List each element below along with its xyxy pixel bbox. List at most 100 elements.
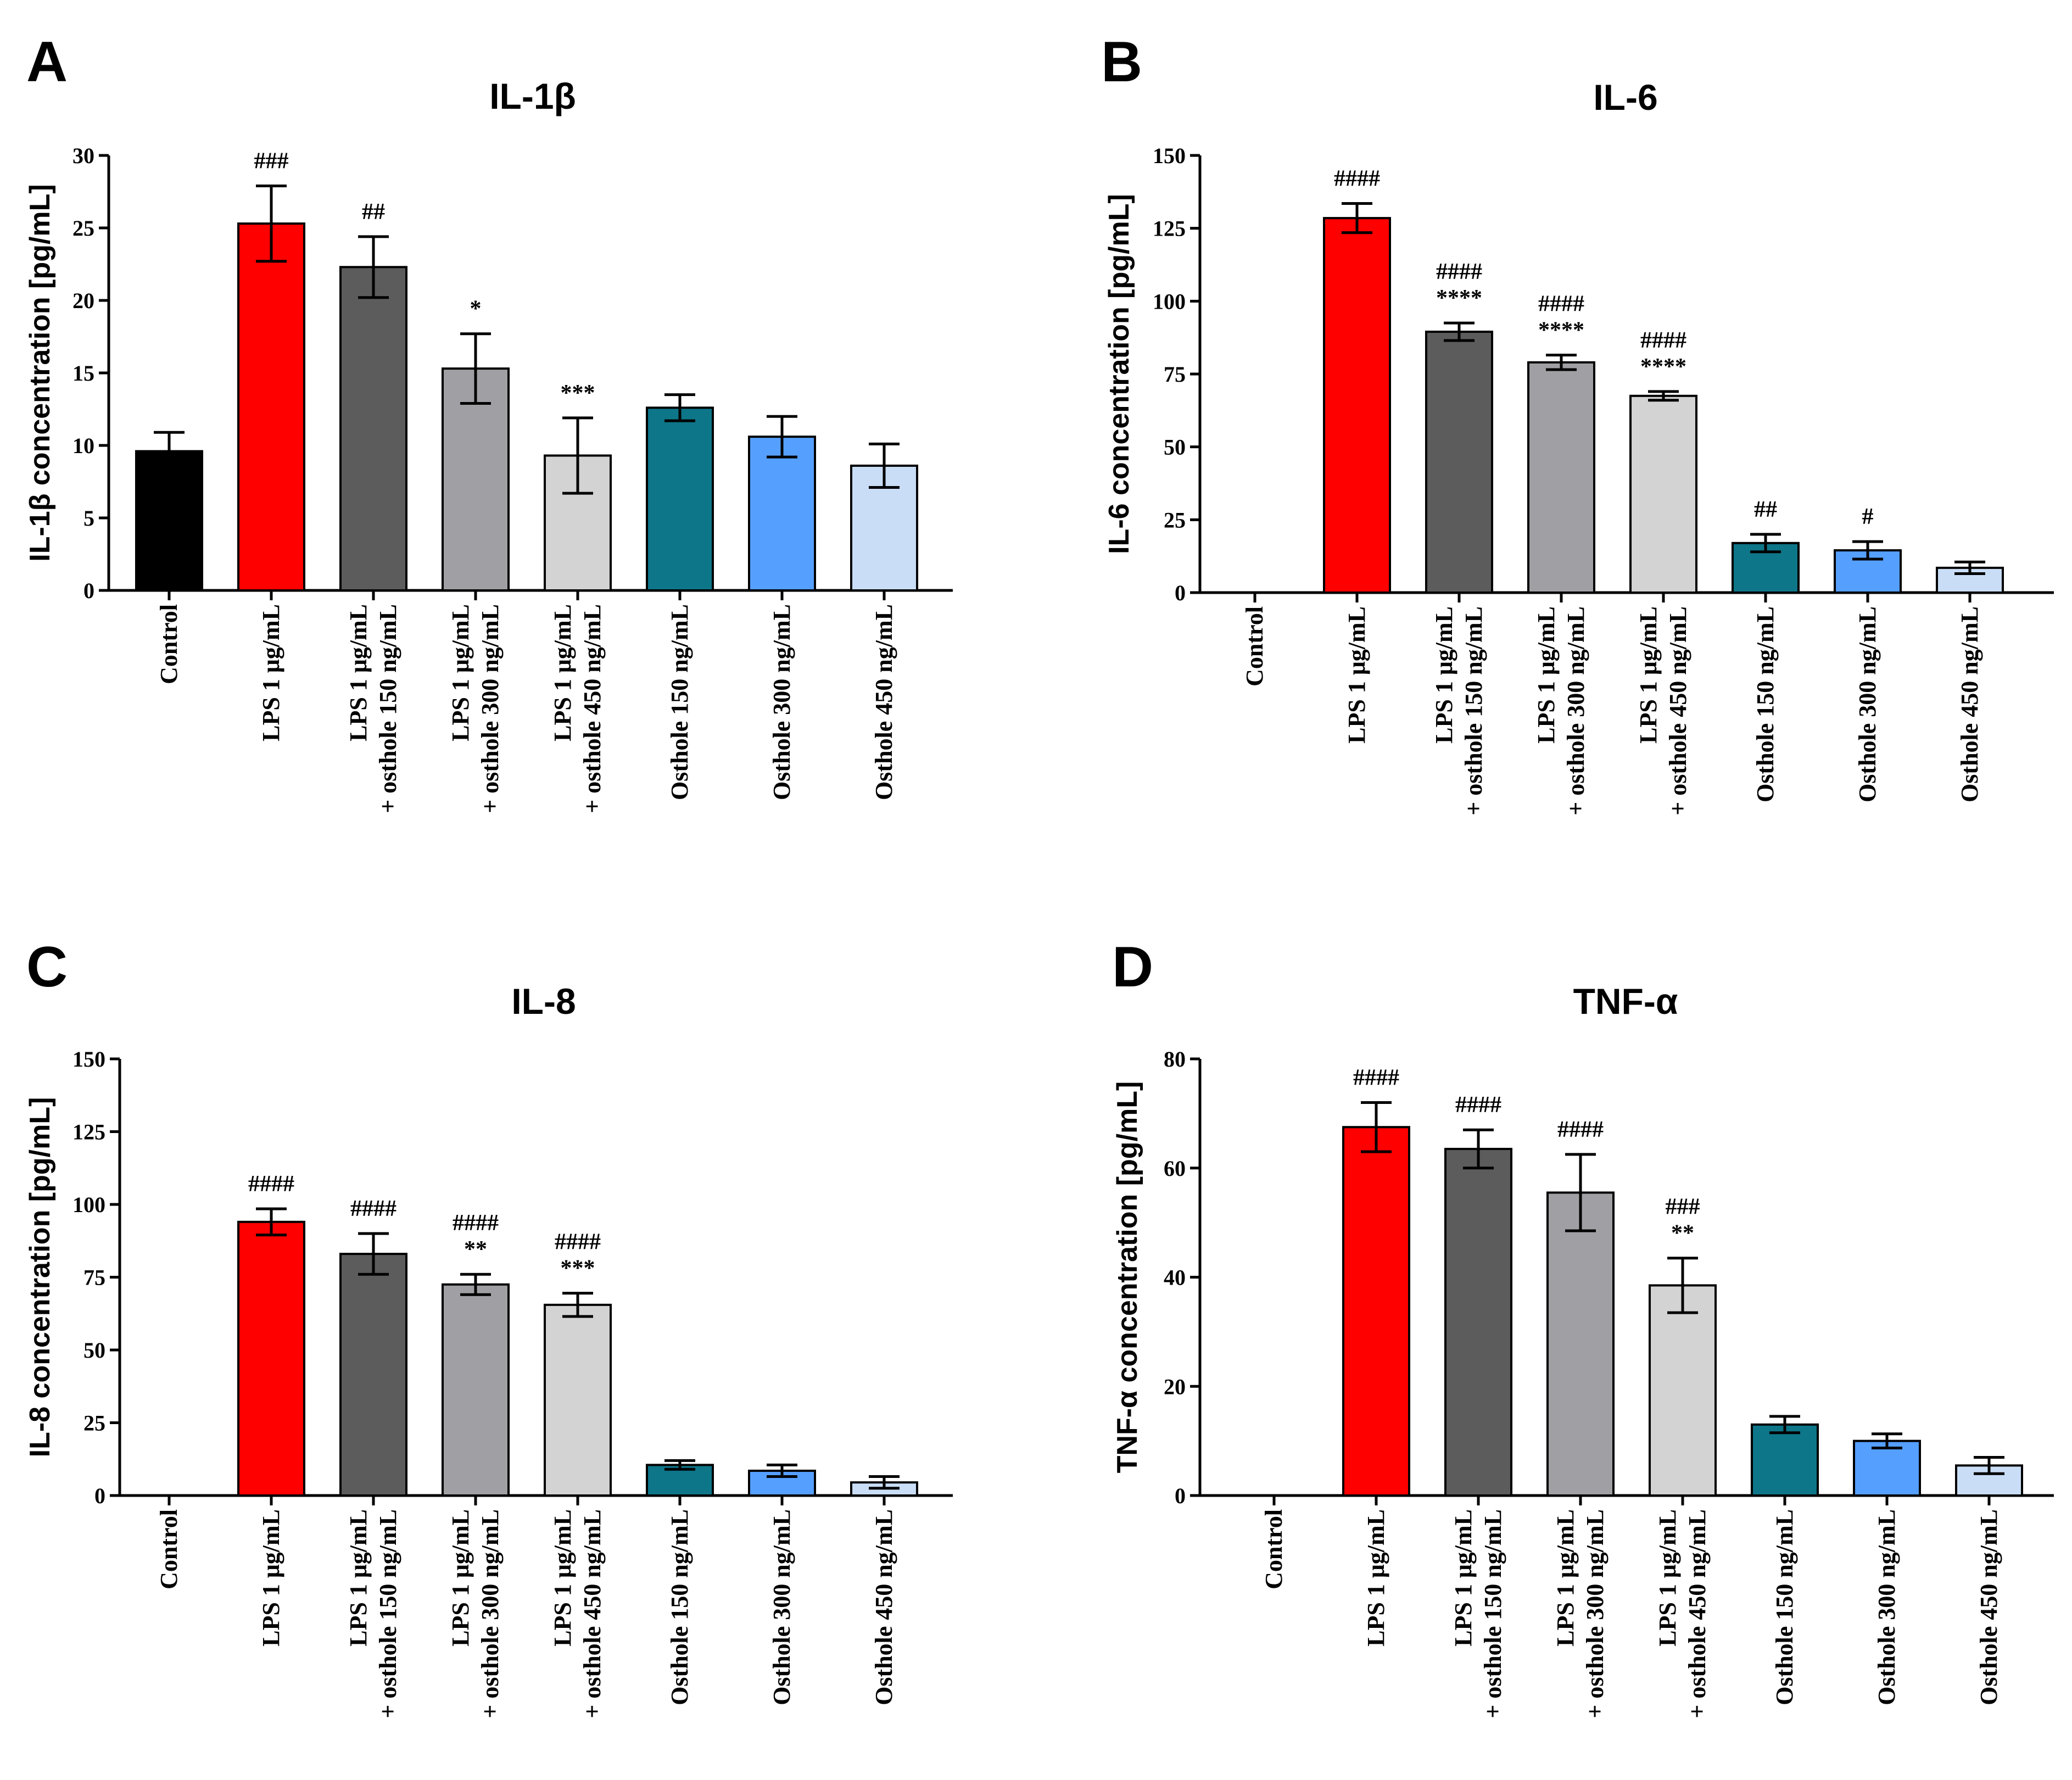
x-tick-label: LPS 1 μg/mL xyxy=(345,604,372,741)
x-tick-label: Control xyxy=(1260,1509,1287,1589)
y-axis-label: IL-6 concentration [pg/mL] xyxy=(1103,194,1135,554)
significance-label: #### xyxy=(453,1210,499,1236)
x-tick-label: + osthole 150 ng/mL xyxy=(375,604,401,813)
bar xyxy=(1444,1147,1512,1497)
y-tick-label: 50 xyxy=(83,1338,105,1363)
x-tick-label: LPS 1 μg/mL xyxy=(549,604,576,741)
bar xyxy=(1527,361,1595,594)
bar xyxy=(1751,1423,1819,1497)
panel-letter: D xyxy=(1112,935,1153,999)
chart-title: IL-1β xyxy=(489,76,576,116)
bar xyxy=(135,450,203,592)
y-tick-label: 40 xyxy=(1164,1265,1186,1290)
y-tick-label: 60 xyxy=(1164,1156,1186,1181)
y-tick-label: 80 xyxy=(1164,1047,1186,1072)
x-tick-label: LPS 1 μg/mL xyxy=(1635,606,1662,744)
significance-label: #### xyxy=(248,1171,294,1197)
y-axis-label: IL-8 concentration [pg/mL] xyxy=(24,1097,56,1458)
bar xyxy=(339,266,407,592)
y-tick-label: 20 xyxy=(72,288,94,313)
significance-label: ### xyxy=(1666,1195,1700,1220)
y-tick-label: 0 xyxy=(1175,1483,1186,1508)
x-tick-label: + osthole 450 ng/mL xyxy=(579,604,606,813)
x-tick-label: + osthole 150 ng/mL xyxy=(1460,606,1487,816)
y-tick-label: 15 xyxy=(72,361,94,386)
bar xyxy=(748,1469,816,1497)
x-tick-label: + osthole 150 ng/mL xyxy=(1479,1509,1506,1718)
bar xyxy=(1629,394,1697,594)
y-axis-label: TNF-α concentration [pg/mL] xyxy=(1112,1081,1143,1474)
y-tick-label: 0 xyxy=(83,578,94,603)
x-tick-label: Control xyxy=(155,604,182,684)
y-tick-label: 75 xyxy=(83,1265,105,1290)
x-tick-label: Osthole 300 ng/mL xyxy=(1873,1509,1900,1705)
significance-label: #### xyxy=(1436,259,1482,284)
y-tick-label: 30 xyxy=(72,143,94,168)
x-tick-label: Control xyxy=(1241,606,1268,687)
significance-label: #### xyxy=(555,1230,601,1255)
bar xyxy=(442,367,510,592)
significance-label: #### xyxy=(1334,166,1380,192)
x-tick-label: LPS 1 μg/mL xyxy=(1533,606,1560,744)
bar xyxy=(544,1303,612,1497)
x-tick-label: LPS 1 μg/mL xyxy=(1431,606,1457,744)
significance-label: #### xyxy=(1640,328,1686,353)
chart-title: IL-6 xyxy=(1593,77,1657,118)
significance-label: **** xyxy=(1640,354,1686,380)
significance-label: ## xyxy=(1754,497,1777,522)
x-tick-label: Osthole 150 ng/mL xyxy=(1752,606,1779,802)
bar xyxy=(339,1253,407,1497)
significance-label: # xyxy=(1862,504,1874,529)
significance-label: #### xyxy=(350,1196,396,1221)
significance-label: * xyxy=(470,297,482,322)
bar xyxy=(1342,1126,1410,1497)
significance-label: *** xyxy=(561,1256,595,1281)
y-tick-label: 125 xyxy=(72,1120,105,1145)
x-tick-label: + osthole 450 ng/mL xyxy=(1665,606,1691,816)
bar xyxy=(1323,217,1391,594)
y-tick-label: 75 xyxy=(1164,362,1186,387)
x-tick-label: LPS 1 μg/mL xyxy=(1552,1509,1579,1647)
x-tick-label: Osthole 450 ng/mL xyxy=(1956,606,1983,802)
y-tick-label: 25 xyxy=(72,216,94,241)
x-tick-label: Osthole 450 ng/mL xyxy=(1975,1509,2002,1705)
x-tick-label: + osthole 450 ng/mL xyxy=(579,1509,606,1718)
bar xyxy=(442,1283,510,1497)
bar xyxy=(237,1220,305,1497)
x-tick-label: LPS 1 μg/mL xyxy=(258,604,284,741)
x-tick-label: + osthole 300 ng/mL xyxy=(1562,606,1589,816)
x-tick-label: Osthole 150 ng/mL xyxy=(666,1509,693,1705)
y-tick-label: 5 xyxy=(83,506,94,531)
significance-label: **** xyxy=(1436,286,1482,311)
chart-panel-b: B IL-6 IL-6 concentration [pg/mL] 0 25 50 75 10… xyxy=(1101,30,2054,816)
x-tick-label: + osthole 300 ng/mL xyxy=(477,1509,504,1718)
x-tick-label: LPS 1 μg/mL xyxy=(345,1509,372,1647)
x-tick-label: Osthole 300 ng/mL xyxy=(768,604,795,800)
y-tick-label: 0 xyxy=(94,1483,105,1508)
bar xyxy=(1425,331,1493,594)
significance-label: ** xyxy=(1671,1221,1694,1246)
y-tick-label: 25 xyxy=(83,1411,105,1436)
y-tick-label: 20 xyxy=(1164,1374,1186,1399)
chart-panel-a: A IL-1β IL-1β concentration [pg/mL] 0 5 10 15 2… xyxy=(24,30,953,813)
y-tick-label: 50 xyxy=(1164,435,1186,460)
x-tick-label: LPS 1 μg/mL xyxy=(447,604,474,741)
significance-label: #### xyxy=(1538,292,1584,317)
chart-panel-c: C IL-8 IL-8 concentration [pg/mL] 0 25 50 75 10… xyxy=(24,935,953,1718)
significance-label: #### xyxy=(1557,1117,1604,1142)
x-tick-label: + osthole 450 ng/mL xyxy=(1684,1509,1711,1718)
y-tick-label: 100 xyxy=(72,1192,105,1217)
x-tick-label: Osthole 450 ng/mL xyxy=(870,604,897,800)
y-tick-label: 125 xyxy=(1153,216,1186,241)
panel-letter: B xyxy=(1101,30,1142,94)
chart-title: IL-8 xyxy=(511,981,576,1022)
x-tick-label: + osthole 300 ng/mL xyxy=(477,604,504,813)
x-tick-label: LPS 1 μg/mL xyxy=(1362,1509,1389,1647)
y-tick-label: 100 xyxy=(1153,289,1186,314)
x-tick-label: LPS 1 μg/mL xyxy=(1654,1509,1681,1647)
bar xyxy=(748,436,816,592)
significance-label: *** xyxy=(561,381,595,406)
significance-label: ## xyxy=(362,199,385,225)
x-tick-label: LPS 1 μg/mL xyxy=(1450,1509,1477,1647)
